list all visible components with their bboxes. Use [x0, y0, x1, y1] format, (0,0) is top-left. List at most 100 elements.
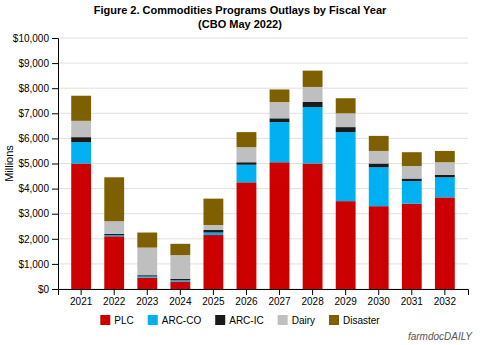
- bar-segment: [435, 197, 455, 289]
- x-tick-label: 2022: [103, 296, 126, 307]
- y-tick: $10,000: [13, 33, 58, 44]
- series: [71, 71, 455, 255]
- bar-segment: [369, 206, 389, 289]
- title-group: Figure 2. Commodities Programs Outlays b…: [94, 4, 387, 30]
- y-tick-label: $5,000: [18, 158, 49, 169]
- series: [71, 162, 455, 289]
- x-tick: 2030: [368, 289, 391, 307]
- legend-label: ARC-CO: [162, 315, 202, 326]
- series: [71, 87, 455, 279]
- x-tick: 2023: [136, 289, 159, 307]
- y-tick-label: $7,000: [18, 108, 49, 119]
- grid-line: [58, 138, 468, 139]
- x-tick-mark: [411, 289, 412, 295]
- x-tick: 2022: [103, 289, 126, 307]
- x-axis-line: [59, 290, 469, 296]
- legend-swatch: [278, 315, 288, 325]
- bar-segment: [303, 87, 323, 102]
- x-tick-label: 2023: [136, 296, 159, 307]
- x-tick-label: 2030: [368, 296, 391, 307]
- x-tick: 2031: [401, 289, 424, 307]
- bar-segment: [237, 165, 257, 183]
- y-tick-mark: [52, 239, 58, 240]
- x-tick-label: 2027: [268, 296, 291, 307]
- x-tick-mark: [444, 289, 445, 295]
- bar-segment: [336, 132, 356, 201]
- bar-segment: [137, 233, 157, 248]
- bar-segment: [402, 181, 422, 204]
- bar-segment: [203, 230, 223, 233]
- bar-segment: [170, 281, 190, 289]
- grid-line: [58, 113, 468, 114]
- bar-segment: [435, 162, 455, 175]
- x-tick-label: 2024: [169, 296, 192, 307]
- legend-item: PLC: [100, 315, 133, 326]
- y-tick-label: $4,000: [18, 183, 49, 194]
- y-tick-label: $1,000: [18, 259, 49, 270]
- plot: $0 $1,000 $2,000 $3,000 $4,000 $5,000 $6,000 $7…: [13, 33, 469, 307]
- x-tick-label: 2021: [70, 296, 93, 307]
- bar-segment: [336, 113, 356, 127]
- y-tick: $0: [38, 284, 58, 295]
- x-tick-mark: [279, 289, 280, 295]
- bar-segment: [104, 235, 124, 236]
- x-axis: 2021202220232024202520262027202820292030…: [59, 289, 469, 307]
- grid-line: [58, 38, 468, 39]
- bar-segment: [170, 244, 190, 255]
- y-tick-mark: [52, 113, 58, 114]
- bar-segment: [435, 177, 455, 197]
- x-tick-label: 2028: [301, 296, 324, 307]
- bar-segment: [402, 152, 422, 166]
- y-tick-label: $3,000: [18, 208, 49, 219]
- bar-segment: [270, 102, 290, 118]
- y-tick: $6,000: [18, 133, 58, 144]
- x-tick-label: 2032: [434, 296, 457, 307]
- y-tick-mark: [52, 164, 58, 165]
- annotation: farmdocDAILY: [408, 331, 473, 342]
- chart: Figure 2. Commodities Programs Outlays b…: [0, 0, 480, 345]
- legend-item: ARC-CO: [148, 315, 202, 326]
- y-tick-mark: [52, 289, 58, 290]
- legend-swatch: [215, 315, 225, 325]
- y-tick-mark: [52, 189, 58, 190]
- bars: [71, 71, 455, 289]
- y-tick: $9,000: [18, 58, 58, 69]
- bar-segment: [71, 142, 91, 163]
- bar-segment: [435, 151, 455, 162]
- bar-segment: [303, 102, 323, 107]
- legend-item: Dairy: [278, 315, 315, 326]
- bar-segment: [369, 167, 389, 206]
- x-tick-label: 2029: [335, 296, 358, 307]
- x-tick: 2029: [335, 289, 358, 307]
- bar-segment: [270, 122, 290, 162]
- grid: [58, 38, 468, 289]
- x-tick-mark: [312, 289, 313, 295]
- legend-item: ARC-IC: [215, 315, 263, 326]
- bar-segment: [303, 71, 323, 87]
- y-tick-mark: [52, 214, 58, 215]
- bar-segment: [270, 118, 290, 122]
- y-tick-label: $8,000: [18, 83, 49, 94]
- bar-segment: [237, 182, 257, 289]
- y-tick: $3,000: [18, 208, 58, 219]
- bar-segment: [71, 96, 91, 121]
- bar-segment: [203, 225, 223, 230]
- bar-segment: [104, 234, 124, 235]
- y-tick-label: $2,000: [18, 234, 49, 245]
- bar-segment: [237, 132, 257, 147]
- y-axis: $0 $1,000 $2,000 $3,000 $4,000 $5,000 $6,000 $7…: [13, 33, 59, 295]
- y-tick: $4,000: [18, 183, 58, 194]
- x-tick: 2024: [169, 289, 192, 307]
- x-tick: 2026: [235, 289, 258, 307]
- x-tick-label: 2026: [235, 296, 258, 307]
- y-tick: $5,000: [18, 158, 58, 169]
- bar-segment: [170, 280, 190, 281]
- bar-segment: [402, 166, 422, 179]
- x-tick-mark: [114, 289, 115, 295]
- x-tick-mark: [246, 289, 247, 295]
- bar-segment: [270, 89, 290, 102]
- x-tick-mark: [213, 289, 214, 295]
- bar-segment: [336, 201, 356, 289]
- x-tick-mark: [147, 289, 148, 295]
- bar-segment: [104, 236, 124, 289]
